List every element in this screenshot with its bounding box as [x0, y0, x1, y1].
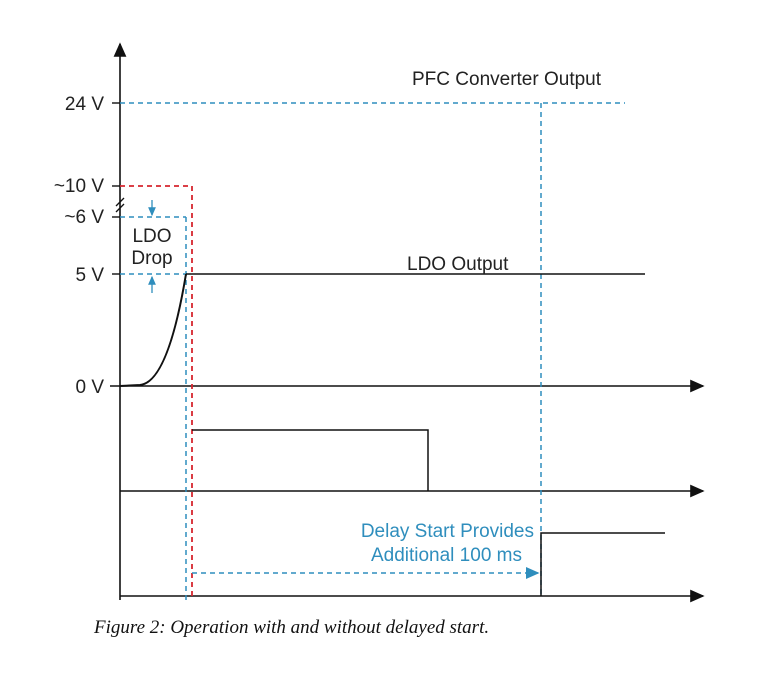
figure-caption: Figure 2: Operation with and without del… [94, 617, 490, 638]
delay-label-line2: Additional 100 ms [371, 545, 522, 566]
ldo-output-label: LDO Output [407, 254, 509, 275]
axis-break-icon [115, 197, 125, 213]
delay-label-line1: Delay Start Provides [361, 521, 534, 542]
ldo-output-ramp [119, 273, 187, 387]
label-10v: ~10 V [54, 176, 105, 197]
ldo-drop-label-line2: Drop [131, 248, 172, 269]
label-6v: ~6 V [64, 207, 104, 228]
label-0v: 0 V [75, 377, 104, 398]
ldo-drop-label-line1: LDO [132, 226, 171, 247]
label-24v: 24 V [65, 94, 104, 115]
pulse-with-delay [540, 532, 665, 596]
label-5v: 5 V [75, 265, 104, 286]
pfc-output-label: PFC Converter Output [412, 69, 602, 90]
pulse-without-delay [192, 429, 429, 491]
input-10v-red-trace [120, 185, 193, 596]
